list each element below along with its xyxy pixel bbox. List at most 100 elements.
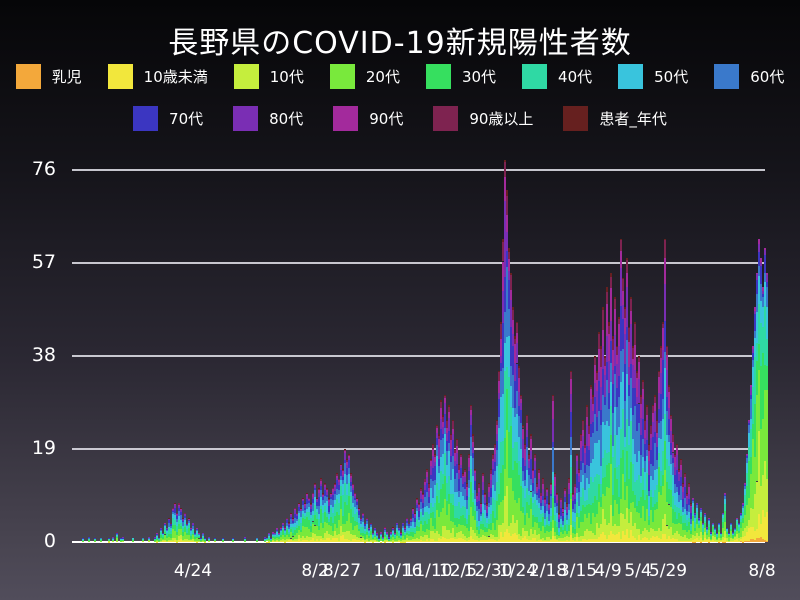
bar-segment (376, 533, 378, 535)
bar-segment (326, 496, 328, 501)
bar-segment (526, 423, 528, 430)
bar-segment (412, 509, 414, 511)
bar-segment (426, 528, 428, 536)
bar-segment (314, 533, 316, 541)
bar-segment (472, 452, 474, 458)
bar-segment (426, 469, 428, 472)
bar-segment (164, 540, 166, 542)
bar-segment (172, 518, 174, 525)
bar-segment (342, 495, 344, 517)
bar-segment (88, 539, 90, 541)
bar-segment (394, 532, 396, 534)
bar-segment (294, 517, 296, 523)
bar-segment (620, 238, 622, 241)
bar-segment (334, 494, 336, 500)
bar-segment (384, 536, 386, 541)
bar-segment (82, 538, 84, 540)
bar-segment (280, 528, 282, 529)
bar-segment (348, 495, 350, 513)
bar-segment (576, 456, 578, 462)
stacked-bar (346, 458, 348, 542)
bar-segment (350, 522, 352, 534)
bar-segment (186, 534, 188, 540)
bar-segment (424, 541, 426, 542)
bar-segment (506, 189, 508, 196)
bar-segment (436, 432, 438, 438)
bar-segment (298, 505, 300, 508)
bar-segment (408, 531, 410, 535)
bar-segment (286, 525, 288, 529)
bar-segment (184, 532, 186, 539)
bar-segment (646, 406, 648, 415)
gridline (72, 169, 765, 171)
bar-segment (274, 536, 276, 540)
bar-segment (320, 478, 322, 480)
bar-segment (398, 541, 400, 542)
bar-segment (202, 538, 204, 539)
bar-segment (442, 484, 444, 508)
bar-segment (542, 479, 544, 485)
bar-segment (178, 511, 180, 516)
bar-segment (346, 474, 348, 485)
stacked-bar (404, 527, 406, 542)
bar-segment (286, 518, 288, 519)
bar-segment (398, 538, 400, 541)
bar-segment (334, 504, 336, 516)
bar-segment (182, 520, 184, 523)
bar-segment (424, 511, 426, 522)
bar-segment (364, 538, 366, 540)
bar-segment (410, 517, 412, 521)
bar-segment (282, 523, 284, 525)
legend-label: 10歳未満 (143, 68, 208, 86)
bar-segment (188, 517, 190, 519)
stacked-bar (356, 497, 358, 542)
bar-segment (274, 539, 276, 542)
bar-segment (444, 538, 446, 542)
bar-segment (314, 525, 316, 534)
bar-segment (342, 516, 344, 524)
bar-segment (380, 533, 382, 534)
stacked-bar (222, 537, 224, 542)
bar-segment (418, 527, 420, 532)
bar-segment (472, 441, 474, 447)
bar-segment (346, 458, 348, 460)
bar-segment (162, 534, 164, 536)
bar-segment (180, 510, 182, 512)
bar-segment (442, 437, 444, 454)
stacked-bar (392, 527, 394, 542)
stacked-bar (304, 502, 306, 542)
bar-segment (440, 401, 442, 408)
bar-segment (326, 522, 328, 532)
bar-segment (312, 502, 314, 511)
bar-segment (288, 527, 290, 530)
bar-segment (116, 535, 118, 537)
bar-segment (354, 521, 356, 527)
bar-segment (304, 510, 306, 513)
bar-segment (708, 518, 710, 520)
bar-segment (418, 507, 420, 512)
bar-segment (142, 538, 144, 540)
bar-segment (708, 517, 710, 519)
bar-segment (292, 524, 294, 528)
bar-segment (366, 532, 368, 535)
bar-segment (276, 536, 278, 539)
stacked-bar (310, 502, 312, 542)
bar-segment (386, 540, 388, 542)
bar-segment (530, 434, 532, 436)
bar-segment (428, 540, 430, 542)
bar-segment (196, 528, 198, 530)
bar-segment (394, 537, 396, 539)
bar-segment (416, 518, 418, 527)
bar-segment (286, 530, 288, 535)
bar-segment (700, 511, 702, 514)
bar-segment (178, 504, 180, 506)
bar-segment (194, 533, 196, 535)
bar-segment (388, 541, 390, 542)
bar-segment (718, 525, 720, 528)
bar-segment (506, 215, 508, 233)
bar-segment (422, 540, 424, 542)
bar-segment (724, 511, 726, 522)
bar-segment (438, 538, 440, 542)
bar-segment (300, 507, 302, 509)
bar-segment (448, 476, 450, 494)
